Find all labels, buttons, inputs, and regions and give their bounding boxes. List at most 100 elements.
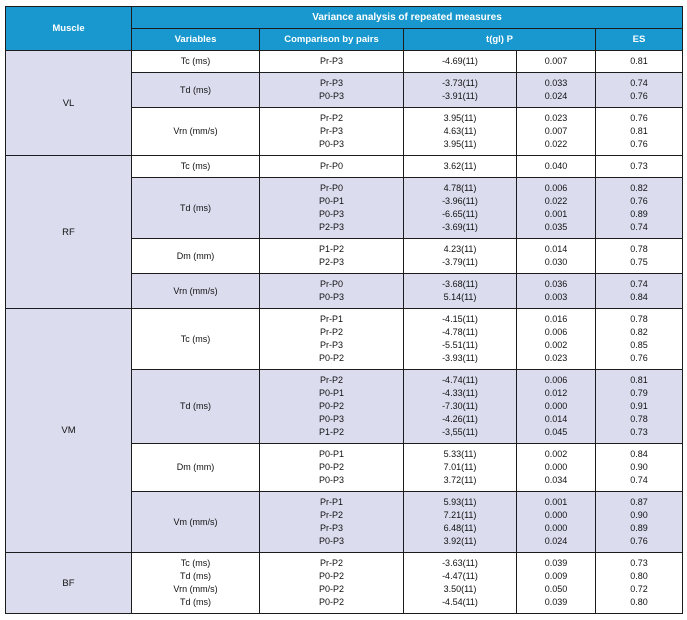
pair-value: Pr-P2 xyxy=(319,327,343,337)
variables-column-header: Variables xyxy=(131,28,260,51)
effect-size-cell: 0.81 0.79 0.91 0.78 0.73 xyxy=(594,369,684,444)
comparison-pair-cell: P0-P1 P0-P2 P0-P3 xyxy=(259,443,404,492)
es-value: 0.81 xyxy=(630,375,648,385)
p-value: 0.040 xyxy=(544,161,568,171)
variable-group-row: Td (ms) Pr-P2 P0-P1 P0-P2 P0-P3 P1-P2 -4.74(11… xyxy=(6,369,684,444)
variable-group-row: Td (ms) Pr-P3 P0-P3 -3.73(11) -3.91(11) 0.033… xyxy=(6,72,684,108)
p-value: 0.000 xyxy=(544,510,568,520)
es-column-header: ES xyxy=(594,28,684,51)
pair-value: P2-P3 xyxy=(318,257,344,267)
p-value: 0.030 xyxy=(544,257,568,267)
variable-label: Vrn (mm/s) xyxy=(173,126,218,136)
p-value-cell: 0.006 0.022 0.001 0.035 xyxy=(516,177,596,239)
variable-label: Tc (ms) xyxy=(180,558,211,568)
t-value: 3.92(11) xyxy=(443,536,477,546)
table-body: VL Tc (ms) Pr-P3 -4.69(11) 0.007 0.81 Td (ms) P… xyxy=(5,50,684,614)
es-value: 0.79 xyxy=(630,388,648,398)
table-title: Variance analysis of repeated measures xyxy=(130,6,684,29)
t-value: -3.96(11) xyxy=(442,196,478,206)
comparison-pair-cell: Pr-P0 xyxy=(259,155,404,178)
es-value: 0.74 xyxy=(630,222,648,232)
variable-group-row: Vrn (mm/s) Pr-P2 Pr-P3 P0-P3 3.95(11) 4.63(11… xyxy=(6,107,684,156)
t-value: 5.14(11) xyxy=(443,292,477,302)
pair-value: Pr-P3 xyxy=(319,78,343,88)
es-value: 0.74 xyxy=(630,78,648,88)
t-value: 5.33(11) xyxy=(443,449,477,459)
effect-size-cell: 0.74 0.84 xyxy=(594,273,684,309)
variable-group-row: VL Tc (ms) Pr-P3 -4.69(11) 0.007 0.81 xyxy=(5,50,684,156)
muscle-column-header: Muscle xyxy=(5,6,132,51)
comparison-pair-cell: Pr-P3 P0-P3 xyxy=(259,72,404,108)
variable-label: Tc (ms) xyxy=(180,333,211,344)
t-value-cell: -3.73(11) -3.91(11) xyxy=(403,72,517,108)
t-value: -4.26(11) xyxy=(442,414,478,424)
pair-value: Pr-P3 xyxy=(319,523,343,533)
p-value: 0.007 xyxy=(544,56,568,66)
t-value: 5.93(11) xyxy=(443,497,477,507)
p-value: 0.001 xyxy=(544,497,568,507)
p-value: 0.036 xyxy=(544,279,568,289)
muscle-name-cell: VM xyxy=(5,308,132,553)
t-value: 7.01(11) xyxy=(443,462,477,472)
comparison-pair-cell: Pr-P2 Pr-P3 P0-P3 xyxy=(259,107,404,156)
es-value: 0.90 xyxy=(630,462,648,472)
p-value-cell: 0.033 0.024 xyxy=(516,72,596,108)
t-value-cell: -3.63(11) -4.47(11) 3.50(11) -4.54(11) xyxy=(403,552,517,614)
variable-label: Dm (mm) xyxy=(176,462,215,472)
es-value: 0.82 xyxy=(630,327,648,337)
variable-group-row: Vrn (mm/s) Pr-P0 P0-P3 -3.68(11) 5.14(11) 0.0… xyxy=(6,273,684,309)
es-value: 0.76 xyxy=(630,113,648,123)
t-value-cell: 5.93(11) 7.21(11) 6.48(11) 3.92(11) xyxy=(403,491,517,553)
pair-value: Pr-P3 xyxy=(319,126,343,136)
variable-label: Td (ms) xyxy=(180,202,211,213)
pair-value: P2-P3 xyxy=(318,222,344,232)
p-value: 0.024 xyxy=(544,536,568,546)
p-value: 0.000 xyxy=(544,523,568,533)
p-value: 0.024 xyxy=(544,91,568,101)
es-value: 0.80 xyxy=(630,597,648,607)
es-value: 0.81 xyxy=(630,56,648,66)
t-value: -4.69(11) xyxy=(442,56,478,66)
es-value: 0.78 xyxy=(630,414,648,424)
p-value: 0.039 xyxy=(544,597,568,607)
t-value: 7.21(11) xyxy=(443,510,477,520)
header-row-top: Muscle Variance analysis of repeated mea… xyxy=(5,6,684,51)
es-value: 0.87 xyxy=(630,497,648,507)
pair-value: Pr-P3 xyxy=(319,340,343,350)
pair-value: Pr-P0 xyxy=(319,279,343,289)
t-value-cell: -3.68(11) 5.14(11) xyxy=(403,273,517,309)
p-value: 0.006 xyxy=(544,375,568,385)
variable-cell: Tc (ms) xyxy=(131,155,260,178)
comparison-pair-cell: Pr-P1 Pr-P2 Pr-P3 P0-P2 xyxy=(259,308,404,370)
comparison-pair-cell: Pr-P1 Pr-P2 Pr-P3 P0-P3 xyxy=(259,491,404,553)
pair-value: Pr-P1 xyxy=(319,314,343,324)
es-value: 0.81 xyxy=(630,126,648,136)
p-value: 0.006 xyxy=(544,327,568,337)
variable-cell: Dm (mm) xyxy=(131,238,260,274)
t-value: -3.69(11) xyxy=(442,222,478,232)
t-value-cell: -4.74(11) -4.33(11) -7.30(11) -4.26(11) -3,5… xyxy=(403,369,517,444)
pair-value: P1-P2 xyxy=(318,244,344,254)
muscle-name-cell: RF xyxy=(5,155,132,309)
t-value: -6.65(11) xyxy=(442,209,478,219)
t-value: -4.47(11) xyxy=(442,571,478,581)
es-value: 0.78 xyxy=(630,314,648,324)
variance-analysis-table: Muscle Variance analysis of repeated mea… xyxy=(5,6,684,614)
es-value: 0.84 xyxy=(630,449,648,459)
es-value: 0.84 xyxy=(630,292,648,302)
t-value: -3.91(11) xyxy=(442,91,478,101)
pair-value: P0-P2 xyxy=(318,401,344,411)
pair-value: P0-P3 xyxy=(318,475,344,485)
p-value-cell: 0.040 xyxy=(516,155,596,178)
p-value: 0.035 xyxy=(544,222,568,232)
t-value: 3.72(11) xyxy=(443,475,477,485)
variable-cell: Vm (mm/s) xyxy=(131,491,260,553)
variable-label: Td (ms) xyxy=(180,84,211,95)
es-value: 0.73 xyxy=(630,558,648,568)
pair-value: P0-P3 xyxy=(318,139,344,149)
pair-value: Pr-P0 xyxy=(319,161,343,171)
p-value: 0.023 xyxy=(544,353,568,363)
variable-group-row: VM Tc (ms) Pr-P1 Pr-P2 Pr-P3 P0-P2 -4.15(11) -4… xyxy=(5,308,684,553)
p-value: 0.045 xyxy=(544,427,568,437)
t-value: -4.15(11) xyxy=(442,314,478,324)
